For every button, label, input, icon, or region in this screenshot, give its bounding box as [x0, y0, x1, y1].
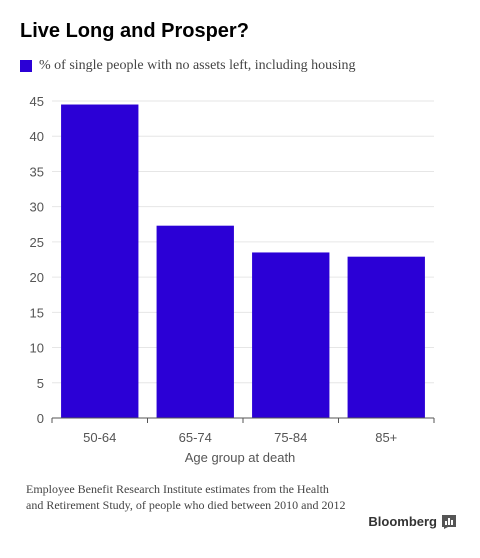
y-tick-label: 35	[30, 164, 44, 179]
axis-layer: 0 5 10 15 20 25 30 35 40 45 50-64 65-74 75-84 85+	[30, 94, 435, 445]
x-tick-label: 50-64	[83, 430, 116, 445]
source-line-2: and Retirement Study, of people who died…	[26, 498, 346, 512]
y-tick-label: 10	[30, 341, 44, 356]
bloomberg-chart-icon	[442, 514, 456, 529]
bar-layer	[61, 104, 425, 419]
source-note: Employee Benefit Research Institute esti…	[26, 481, 426, 513]
y-tick-label: 40	[30, 129, 44, 144]
y-tick-label: 30	[30, 200, 44, 215]
y-tick-label: 0	[37, 411, 44, 426]
bar	[252, 252, 330, 418]
y-tick-label: 5	[37, 376, 44, 391]
y-tick-label: 15	[30, 305, 44, 320]
bar	[156, 225, 234, 418]
brand: Bloomberg	[368, 514, 456, 529]
chart-title: Live Long and Prosper?	[20, 20, 249, 42]
legend-swatch	[20, 60, 32, 72]
x-axis-title: Age group at death	[185, 450, 296, 465]
legend-label: % of single people with no assets left, …	[39, 58, 356, 73]
x-tick-label: 65-74	[179, 430, 212, 445]
bar	[61, 104, 139, 419]
legend: % of single people with no assets left, …	[20, 58, 356, 74]
x-tick-label: 75-84	[274, 430, 307, 445]
y-tick-label: 25	[30, 235, 44, 250]
brand-name: Bloomberg	[368, 514, 437, 529]
bar-chart: 0 5 10 15 20 25 30 35 40 45 50-64 65-74 75-84 85+ Age…	[30, 94, 435, 465]
source-line-1: Employee Benefit Research Institute esti…	[26, 482, 329, 496]
x-tick-label: 85+	[375, 430, 397, 445]
y-tick-label: 20	[30, 270, 44, 285]
bar	[347, 256, 425, 418]
y-tick-label: 45	[30, 94, 44, 109]
